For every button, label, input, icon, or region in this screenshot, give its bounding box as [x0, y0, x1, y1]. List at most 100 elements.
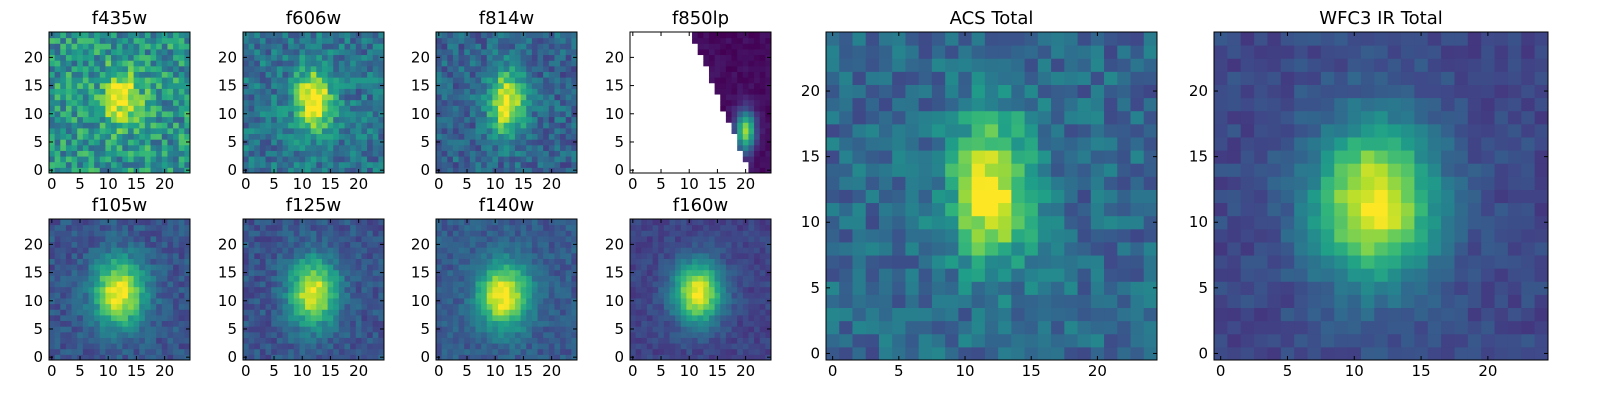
heatmap-cell [144, 144, 152, 151]
heatmap-cell [305, 43, 312, 50]
heatmap-cell [652, 331, 659, 338]
heatmap-cell [139, 122, 146, 129]
y-tick-label: 20 [218, 48, 237, 66]
heatmap-cell [99, 343, 106, 350]
heatmap-cell [327, 348, 334, 355]
heatmap-cell [82, 88, 89, 95]
heatmap-cell [254, 247, 261, 254]
heatmap-cell [697, 99, 704, 106]
heatmap-cell [703, 314, 710, 322]
heatmap-cell [254, 150, 261, 157]
heatmap-cell [150, 122, 157, 129]
heatmap-cell [486, 110, 493, 118]
heatmap-cell [458, 116, 465, 123]
y-tick-label: 10 [605, 105, 624, 123]
heatmap-cell [167, 156, 174, 163]
heatmap-cell [316, 348, 323, 355]
heatmap-cell [361, 348, 368, 355]
heatmap-cell [469, 71, 476, 78]
heatmap-cell [560, 337, 567, 344]
heatmap-cell [526, 281, 533, 288]
heatmap-cell [133, 292, 140, 299]
heatmap-cell [526, 82, 533, 89]
heatmap-cell [675, 354, 682, 361]
heatmap-cell [531, 275, 539, 282]
heatmap-cell [475, 314, 482, 322]
heatmap-cell [492, 343, 499, 350]
heatmap-cell [503, 241, 510, 248]
heatmap-cell [658, 275, 665, 282]
x-tick-label: 15 [321, 175, 340, 193]
heatmap-cell [708, 116, 716, 123]
heatmap-cell [133, 252, 140, 259]
heatmap-cell [714, 77, 721, 84]
heatmap-cell [54, 309, 61, 316]
heatmap-cell [635, 116, 642, 123]
heatmap-cell [658, 144, 665, 151]
heatmap-cell [243, 247, 250, 254]
heatmap-cell [344, 48, 351, 56]
heatmap-cell [327, 54, 334, 61]
heatmap-cell [571, 43, 578, 50]
heatmap-cell [372, 71, 379, 78]
heatmap-cell [486, 82, 493, 89]
heatmap-cell [754, 326, 761, 333]
heatmap-cell [492, 54, 499, 61]
heatmap-cell [77, 314, 84, 322]
heatmap-cell [321, 82, 329, 89]
heatmap-cell [452, 320, 460, 327]
heatmap-cell [697, 269, 704, 276]
heatmap-cell [178, 275, 185, 282]
heatmap-cell [742, 139, 749, 146]
heatmap-cell [243, 116, 250, 123]
heatmap-cell [475, 60, 482, 67]
heatmap-cell [697, 343, 704, 350]
heatmap-cell [282, 230, 289, 237]
heatmap-cell [635, 127, 642, 135]
heatmap-cell [327, 264, 334, 271]
heatmap-cell [481, 77, 488, 84]
heatmap-cell [248, 60, 255, 67]
plot-title: f435w [92, 8, 147, 29]
heatmap-cell [338, 65, 346, 72]
heatmap-cell [122, 309, 129, 316]
heatmap-cell [725, 116, 733, 123]
heatmap-cell [531, 337, 539, 344]
heatmap-cell [498, 309, 505, 316]
heatmap-cell [452, 292, 460, 299]
heatmap-cell [498, 77, 505, 84]
heatmap-cell [293, 156, 300, 163]
heatmap-cell [305, 343, 312, 350]
y-tick-label: 0 [227, 348, 237, 366]
heatmap-cell [293, 320, 300, 327]
heatmap-cell [94, 99, 101, 106]
heatmap-cell [759, 43, 766, 50]
heatmap-cell [338, 275, 346, 282]
heatmap-cell [565, 133, 572, 140]
heatmap-cell [481, 110, 488, 118]
heatmap-cell [344, 77, 351, 84]
heatmap-cell [344, 167, 351, 174]
heatmap-cell [144, 264, 152, 271]
heatmap-cell [520, 71, 527, 78]
heatmap-cell [355, 252, 362, 259]
heatmap-cell [77, 65, 84, 72]
heatmap-cell [88, 48, 95, 56]
heatmap-cell [150, 161, 157, 168]
heatmap-cell [173, 292, 180, 299]
heatmap-cell [316, 331, 323, 338]
heatmap-cell [447, 82, 454, 89]
heatmap-cell [344, 252, 351, 259]
heatmap-cell [725, 60, 733, 67]
heatmap-cell [447, 219, 454, 226]
heatmap-cell [122, 133, 129, 140]
heatmap-cell [254, 258, 261, 265]
heatmap-cell [531, 116, 539, 123]
heatmap-cell [537, 258, 544, 265]
heatmap-cell [378, 320, 385, 327]
heatmap-cell [754, 88, 761, 95]
heatmap-cell [350, 150, 357, 157]
heatmap-cell [565, 241, 572, 248]
heatmap-cell [554, 235, 561, 243]
heatmap-cell [765, 161, 772, 168]
